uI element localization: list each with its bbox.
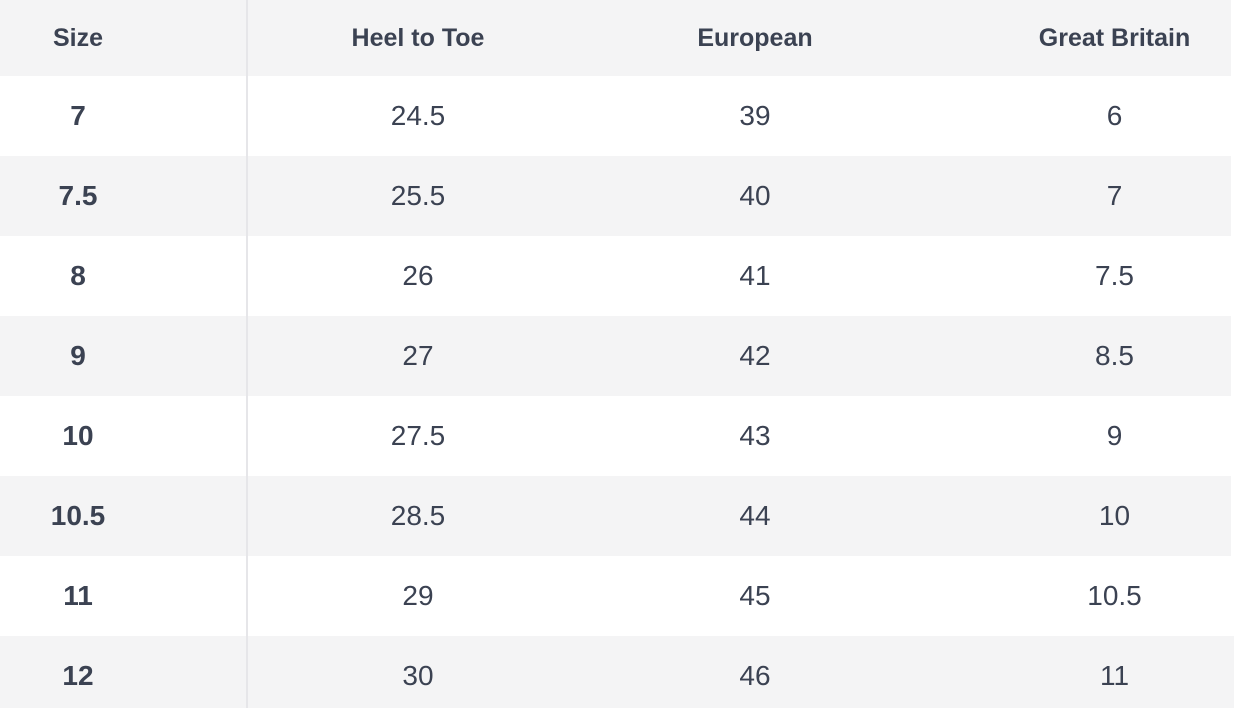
table-cell: 42 <box>739 340 771 371</box>
table-cell: 9 <box>1106 420 1123 451</box>
table-cell: 7.5 <box>1095 260 1134 291</box>
table-row: 12 30 46 11 <box>0 636 1234 708</box>
table-cell: 45 <box>739 580 771 611</box>
table-cell: 10 <box>62 420 94 451</box>
table-cell: 8 <box>70 260 86 291</box>
table-cell: 7.5 <box>58 180 98 211</box>
table-cell: 40 <box>739 180 771 211</box>
column-header-great-britain: Great Britain <box>1038 23 1191 52</box>
table-cell: 39 <box>739 100 771 131</box>
table-cell: 8.5 <box>1095 340 1134 371</box>
table-cell: 27 <box>402 340 434 371</box>
table-row: 8 26 41 7.5 <box>0 236 1234 316</box>
table-cell: 41 <box>739 260 771 291</box>
table-cell: 43 <box>739 420 771 451</box>
table-cell: 26 <box>402 260 434 291</box>
table-cell: 46 <box>739 660 771 691</box>
table-cell: 10 <box>1098 500 1131 531</box>
table-cell: 30 <box>402 660 434 691</box>
column-header-size: Size <box>52 23 104 52</box>
table-body: 7 24.5 39 6 7.5 25.5 40 7 8 26 41 7.5 9 27 42 8.5 10 27.5… <box>0 76 1234 708</box>
table-cell: 11 <box>1099 660 1130 691</box>
table-cell: 44 <box>739 500 771 531</box>
column-header-european: European <box>697 23 813 52</box>
table-cell: 6 <box>1106 100 1123 131</box>
table-cell: 12 <box>62 660 94 691</box>
table-row: 10 27.5 43 9 <box>0 396 1234 476</box>
table-row: 11 29 45 10.5 <box>0 556 1234 636</box>
table-row: 9 27 42 8.5 <box>0 316 1234 396</box>
table-cell: 28.5 <box>390 500 446 531</box>
table-cell: 29 <box>402 580 434 611</box>
table-cell: 11 <box>63 580 93 611</box>
table-cell: 10.5 <box>50 500 106 531</box>
table-cell: 7 <box>70 100 86 131</box>
table-header-row: Size Heel to Toe European Great Britain <box>0 0 1234 76</box>
table-cell: 9 <box>70 340 86 371</box>
table-cell: 27.5 <box>390 420 446 451</box>
column-divider <box>246 0 248 708</box>
table-row: 10.5 28.5 44 10 <box>0 476 1234 556</box>
right-gutter <box>1231 0 1234 636</box>
table-cell: 7 <box>1106 180 1123 211</box>
table-cell: 24.5 <box>390 100 446 131</box>
table-cell: 10.5 <box>1087 580 1142 611</box>
table-row: 7.5 25.5 40 7 <box>0 156 1234 236</box>
table-row: 7 24.5 39 6 <box>0 76 1234 156</box>
table-cell: 25.5 <box>390 180 446 211</box>
column-header-heel-to-toe: Heel to Toe <box>351 23 485 52</box>
